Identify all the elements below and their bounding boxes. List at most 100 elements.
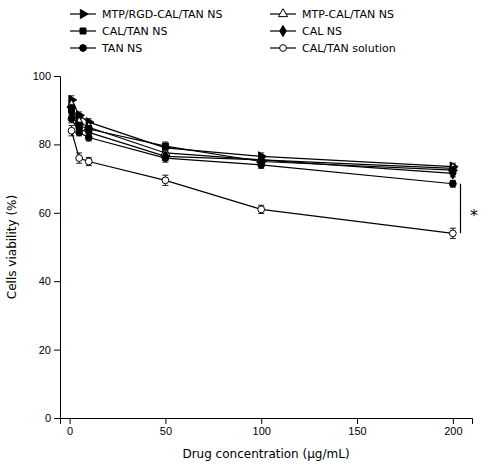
error-bar bbox=[258, 205, 264, 213]
marker bbox=[85, 158, 92, 165]
x-axis: 0 50 100 150 200 bbox=[61, 418, 473, 437]
marker bbox=[162, 177, 169, 184]
series bbox=[68, 95, 458, 171]
marker bbox=[68, 115, 75, 122]
tick-mark bbox=[453, 418, 454, 424]
legend-label: CAL NS bbox=[302, 25, 342, 38]
tick-mark bbox=[54, 144, 60, 145]
legend-swatch-marker bbox=[80, 45, 87, 52]
marker bbox=[76, 129, 83, 136]
axis-line bbox=[54, 77, 61, 419]
legend: MTP/RGD-CAL/TAN NS MTP-CAL/TAN NS CAL/TAN … bbox=[70, 8, 396, 55]
tick-label: 200 bbox=[444, 425, 462, 437]
series bbox=[67, 100, 457, 172]
tick-label: 0 bbox=[67, 425, 73, 437]
legend-item: CAL/TAN solution bbox=[270, 42, 396, 55]
tick-label: 150 bbox=[348, 425, 366, 437]
chart: 0 50 100 150 200 0 20 40 60 80 100 Drug concentrati… bbox=[0, 0, 500, 468]
tick-label: 80 bbox=[39, 138, 51, 150]
significance-bracket bbox=[460, 184, 461, 234]
x-axis-title: Drug concentration (μg/mL) bbox=[182, 447, 349, 461]
axis-line bbox=[61, 419, 473, 425]
marker bbox=[258, 206, 265, 213]
error-bar bbox=[76, 153, 82, 163]
tick-label: 40 bbox=[39, 275, 51, 287]
tick: 40 bbox=[39, 275, 60, 287]
error-bar bbox=[450, 228, 456, 238]
legend-item: MTP-CAL/TAN NS bbox=[270, 8, 394, 21]
tick-label: 20 bbox=[39, 344, 51, 356]
tick: 200 bbox=[444, 418, 462, 437]
error-bar bbox=[86, 134, 92, 141]
tick-mark bbox=[54, 418, 60, 419]
legend-label: MTP/RGD-CAL/TAN NS bbox=[102, 8, 223, 21]
marker bbox=[450, 168, 456, 179]
tick: 60 bbox=[39, 207, 60, 219]
error-bar bbox=[162, 175, 168, 185]
line bbox=[71, 131, 452, 234]
tick-mark bbox=[54, 350, 60, 351]
marker bbox=[449, 230, 456, 237]
line bbox=[71, 108, 452, 170]
error-bar bbox=[68, 126, 74, 136]
marker bbox=[76, 155, 83, 162]
tick: 100 bbox=[253, 418, 271, 437]
error-bar bbox=[258, 162, 264, 169]
legend-swatch-marker bbox=[280, 45, 287, 52]
tick-label: 100 bbox=[253, 425, 271, 437]
legend-label: CAL/TAN solution bbox=[302, 42, 396, 55]
error-bar bbox=[76, 129, 82, 136]
tick-mark bbox=[54, 213, 60, 214]
marker bbox=[449, 180, 456, 187]
tick: 20 bbox=[39, 344, 60, 356]
line bbox=[71, 112, 452, 174]
tick-mark bbox=[54, 281, 60, 282]
error-bar bbox=[68, 115, 74, 123]
plot: 0 50 100 150 200 0 20 40 60 80 100 Drug concentrati… bbox=[5, 70, 478, 461]
marker bbox=[68, 127, 75, 134]
error-bar bbox=[162, 142, 168, 150]
tick-mark bbox=[261, 418, 262, 424]
legend-item: CAL NS bbox=[270, 25, 342, 38]
legend-swatch-marker bbox=[280, 25, 286, 36]
marker bbox=[258, 162, 265, 169]
error-bar bbox=[162, 154, 168, 162]
annotation: * bbox=[470, 206, 478, 225]
series bbox=[68, 126, 456, 239]
tick-mark bbox=[165, 418, 166, 424]
error-bar bbox=[86, 157, 92, 165]
legend-item: CAL/TAN NS bbox=[70, 25, 167, 38]
tick-mark bbox=[54, 76, 60, 77]
series bbox=[68, 104, 455, 173]
tick-label: 60 bbox=[39, 207, 51, 219]
tick-mark bbox=[70, 418, 71, 424]
line bbox=[71, 100, 452, 167]
legend-swatch-marker bbox=[80, 28, 86, 34]
legend-item: TAN NS bbox=[70, 42, 142, 55]
marker bbox=[162, 155, 169, 162]
tick: 80 bbox=[39, 138, 60, 150]
annotations: * bbox=[461, 184, 479, 234]
line bbox=[71, 105, 452, 168]
marker bbox=[162, 143, 168, 149]
legend-label: MTP-CAL/TAN NS bbox=[302, 8, 394, 21]
tick: 150 bbox=[348, 418, 366, 437]
y-axis: 0 20 40 60 80 100 bbox=[33, 70, 61, 424]
tick-label: 0 bbox=[45, 412, 51, 424]
error-bar bbox=[450, 180, 456, 187]
tick: 100 bbox=[33, 70, 60, 82]
tick: 0 bbox=[45, 412, 60, 424]
tick-mark bbox=[357, 418, 358, 424]
legend-label: CAL/TAN NS bbox=[102, 25, 167, 38]
y-axis-title: Cells viability (%) bbox=[5, 195, 19, 299]
tick-label: 50 bbox=[160, 425, 172, 437]
legend-swatch-marker bbox=[80, 9, 88, 18]
line bbox=[71, 119, 452, 184]
series bbox=[68, 106, 456, 179]
legend-label: TAN NS bbox=[101, 42, 142, 55]
data-layer bbox=[67, 95, 458, 238]
legend-item: MTP/RGD-CAL/TAN NS bbox=[70, 8, 223, 21]
tick: 50 bbox=[160, 418, 172, 437]
legend-swatch-marker bbox=[278, 9, 287, 17]
tick: 0 bbox=[67, 418, 73, 437]
